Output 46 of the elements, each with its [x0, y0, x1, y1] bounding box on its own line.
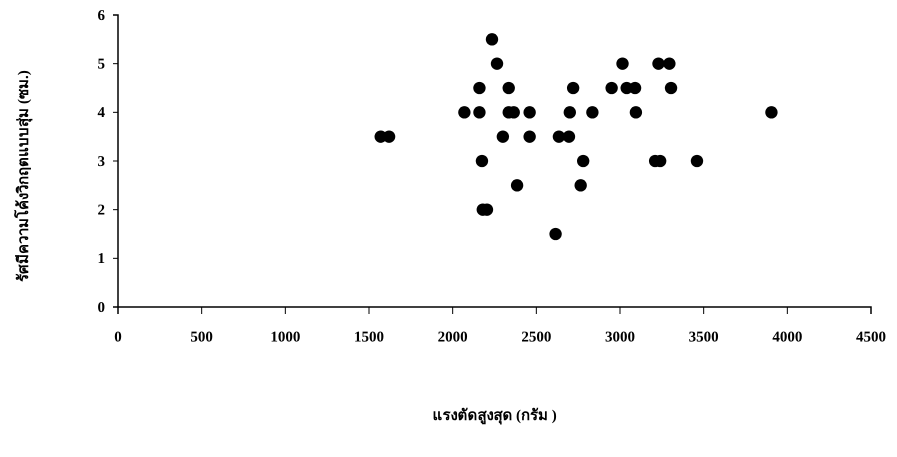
- y-tick-label: 2: [98, 202, 105, 218]
- x-tick-label: 3500: [688, 330, 719, 346]
- point: [586, 106, 599, 118]
- point: [510, 179, 524, 192]
- y-tick-label: 6: [98, 8, 106, 24]
- point: [616, 58, 629, 70]
- x-tick-label: 500: [190, 330, 213, 346]
- point: [605, 82, 618, 94]
- x-tick-label: 0: [114, 330, 122, 346]
- point: [664, 82, 678, 94]
- point: [473, 82, 486, 94]
- x-tick-label: 2000: [438, 330, 468, 346]
- point: [564, 106, 576, 118]
- x-tick-label: 2500: [521, 330, 552, 346]
- x-axis-title: แรงตัดสูงสุด (กรัม ): [432, 407, 557, 425]
- y-tick-label: 0: [98, 300, 105, 316]
- point: [577, 154, 590, 168]
- y-tick-label: 4: [98, 105, 106, 122]
- point: [502, 82, 515, 94]
- x-tick-label: 4000: [772, 330, 802, 346]
- point: [458, 106, 471, 118]
- point: [765, 106, 778, 118]
- point: [574, 179, 587, 192]
- point: [552, 130, 566, 143]
- point: [663, 58, 676, 70]
- point: [496, 130, 510, 143]
- point: [523, 130, 536, 143]
- y-axis-title: รัศมีความโค้งวิกฤตแบบสุ่ม (ซม.): [13, 70, 33, 282]
- point: [566, 82, 580, 94]
- point: [690, 154, 704, 168]
- y-tick-label: 5: [98, 56, 105, 72]
- y-tick-label: 3: [98, 154, 105, 170]
- x-tick-label: 4500: [856, 330, 886, 346]
- point: [486, 33, 498, 46]
- x-tick-label: 1000: [270, 330, 300, 346]
- point: [473, 106, 486, 118]
- point: [549, 228, 562, 240]
- point: [490, 58, 504, 70]
- point: [476, 154, 488, 168]
- point: [562, 130, 576, 143]
- point: [652, 58, 665, 70]
- x-tick-label: 3000: [605, 330, 635, 346]
- point: [630, 106, 642, 118]
- x-tick-label: 1500: [354, 330, 384, 346]
- point: [523, 106, 536, 118]
- y-tick-label: 1: [98, 251, 105, 268]
